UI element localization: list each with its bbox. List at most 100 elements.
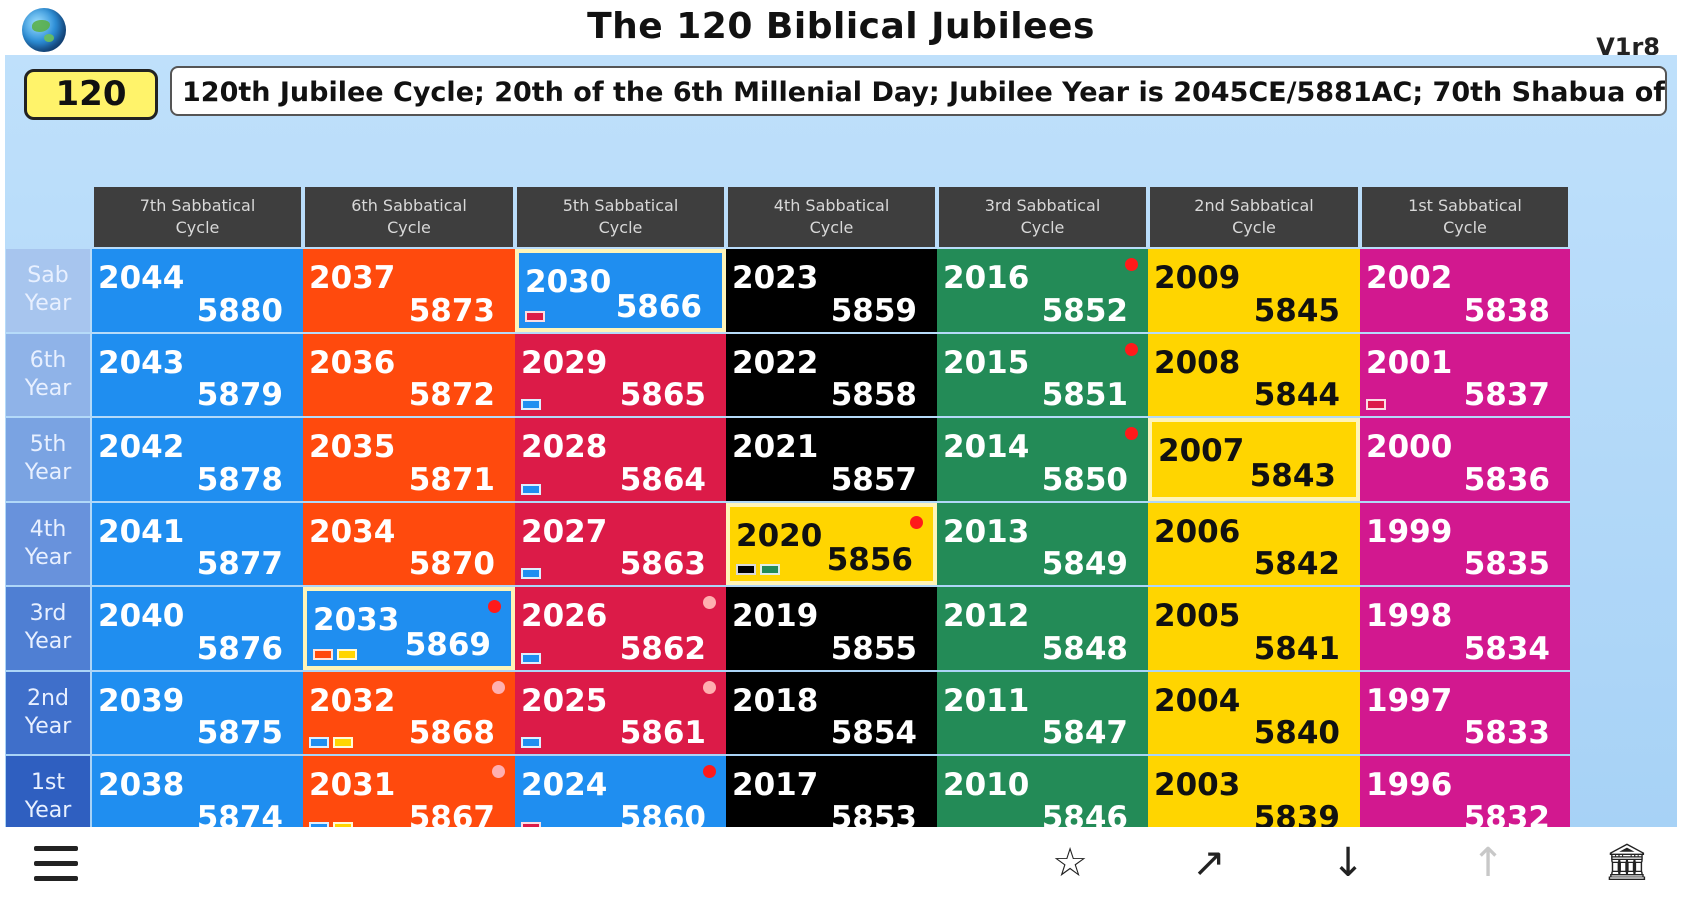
year-am: 5869: [404, 626, 491, 663]
year-ce: 1997: [1366, 682, 1453, 719]
column-header[interactable]: 7th Sabbatical Cycle: [94, 187, 301, 247]
year-cell[interactable]: 2025 5861: [515, 671, 726, 754]
year-cell[interactable]: 2007 5843: [1148, 418, 1360, 501]
row-header[interactable]: 4th Year: [6, 502, 90, 585]
arrow-down-icon[interactable]: ↓: [1331, 840, 1365, 886]
year-ce: 2011: [943, 682, 1030, 719]
hamburger-menu-icon[interactable]: [34, 844, 78, 884]
year-cell[interactable]: 2021 5857: [726, 418, 937, 501]
column-header[interactable]: 2nd Sabbatical Cycle: [1150, 187, 1358, 247]
year-cell[interactable]: 2005 5841: [1148, 587, 1360, 670]
year-ce: 1998: [1366, 598, 1453, 634]
year-cell[interactable]: 1996 5832: [1360, 756, 1570, 839]
year-cell[interactable]: 2003 5839: [1148, 756, 1360, 839]
cycle-mark-icon: [521, 399, 541, 410]
year-cell[interactable]: 2043 5879: [92, 333, 303, 416]
row-header-label: 4th: [29, 516, 67, 542]
row-header[interactable]: 5th Year: [6, 418, 90, 501]
row-header-label: Year: [24, 798, 72, 824]
year-am: 5864: [619, 461, 706, 498]
year-ce: 2028: [521, 429, 608, 465]
year-cell[interactable]: 2016 5852: [937, 249, 1148, 332]
year-cell[interactable]: 1997 5833: [1360, 671, 1570, 754]
year-cell[interactable]: 1998 5834: [1360, 587, 1570, 670]
library-icon[interactable]: 🏛: [1604, 842, 1650, 883]
year-cell[interactable]: 2015 5851: [937, 333, 1148, 416]
year-cell[interactable]: 2029 5865: [515, 333, 726, 416]
column-header[interactable]: 4th Sabbatical Cycle: [728, 187, 935, 247]
year-am: 5880: [196, 292, 283, 329]
year-cell[interactable]: 2012 5848: [937, 587, 1148, 670]
year-cell[interactable]: 2042 5878: [92, 418, 303, 501]
row-header-label: Year: [24, 460, 72, 486]
column-header[interactable]: 3rd Sabbatical Cycle: [939, 187, 1146, 247]
year-cell[interactable]: 2019 5855: [726, 587, 937, 670]
year-am: 5858: [830, 377, 917, 413]
year-am: 5873: [408, 292, 495, 329]
year-cell[interactable]: 2020 5856: [726, 502, 937, 585]
column-header-label: Cycle: [387, 218, 431, 237]
year-ce: 2019: [732, 598, 819, 634]
year-am: 5833: [1463, 715, 1550, 751]
year-cell[interactable]: 2018 5854: [726, 671, 937, 754]
year-cell[interactable]: 2023 5859: [726, 249, 937, 332]
year-cell[interactable]: 2027 5863: [515, 502, 726, 585]
year-cell[interactable]: 2017 5853: [726, 756, 937, 839]
year-cell[interactable]: 2013 5849: [937, 502, 1148, 585]
year-cell[interactable]: 2030 5866: [515, 249, 726, 332]
row-header[interactable]: Sab Year: [6, 249, 90, 332]
arrow-up-icon[interactable]: ↑: [1471, 840, 1505, 886]
globe-icon[interactable]: [22, 8, 66, 52]
year-cell[interactable]: 2022 5858: [726, 333, 937, 416]
column-header[interactable]: 5th Sabbatical Cycle: [517, 187, 724, 247]
column-header[interactable]: 6th Sabbatical Cycle: [305, 187, 513, 247]
year-am: 5843: [1249, 457, 1336, 494]
row-header[interactable]: 1st Year: [6, 756, 90, 839]
year-cell[interactable]: 2002 5838: [1360, 249, 1570, 332]
year-cell[interactable]: 2033 5869: [303, 587, 515, 670]
year-cell[interactable]: 2008 5844: [1148, 333, 1360, 416]
year-ce: 2032: [309, 682, 396, 719]
year-cell[interactable]: 2031 5867: [303, 756, 515, 839]
cycle-mark-icon: [736, 564, 756, 575]
cycle-marks: [521, 399, 541, 410]
year-cell[interactable]: 2037 5873: [303, 249, 515, 332]
column-header-label: Cycle: [1232, 218, 1276, 237]
year-ce: 2025: [521, 682, 608, 719]
year-am: 5840: [1253, 715, 1340, 751]
year-cell[interactable]: 2036 5872: [303, 333, 515, 416]
year-cell[interactable]: 2035 5871: [303, 418, 515, 501]
year-cell[interactable]: 2006 5842: [1148, 502, 1360, 585]
cycle-mark-icon: [333, 737, 353, 748]
year-am: 5876: [196, 630, 283, 667]
year-cell[interactable]: 2000 5836: [1360, 418, 1570, 501]
star-icon[interactable]: ☆: [1052, 840, 1088, 886]
row-header-label: Sab: [27, 263, 69, 289]
row-header[interactable]: 6th Year: [6, 333, 90, 416]
year-cell[interactable]: 2041 5877: [92, 502, 303, 585]
year-cell[interactable]: 2009 5845: [1148, 249, 1360, 332]
year-cell[interactable]: 2014 5850: [937, 418, 1148, 501]
year-cell[interactable]: 2026 5862: [515, 587, 726, 670]
year-cell[interactable]: 2010 5846: [937, 756, 1148, 839]
year-am: 5877: [196, 546, 283, 582]
jubilee-number-badge[interactable]: 120: [24, 69, 158, 120]
year-ce: 2030: [525, 264, 612, 300]
year-cell[interactable]: 2028 5864: [515, 418, 726, 501]
row-header[interactable]: 3rd Year: [6, 587, 90, 670]
year-cell[interactable]: 2001 5837: [1360, 333, 1570, 416]
year-cell[interactable]: 2034 5870: [303, 502, 515, 585]
year-cell[interactable]: 2004 5840: [1148, 671, 1360, 754]
year-cell[interactable]: 2032 5868: [303, 671, 515, 754]
year-cell[interactable]: 2011 5847: [937, 671, 1148, 754]
year-cell[interactable]: 2040 5876: [92, 587, 303, 670]
year-am: 5835: [1463, 546, 1550, 582]
year-cell[interactable]: 1999 5835: [1360, 502, 1570, 585]
year-cell[interactable]: 2044 5880: [92, 249, 303, 332]
year-cell[interactable]: 2039 5875: [92, 671, 303, 754]
row-header[interactable]: 2nd Year: [6, 671, 90, 754]
expand-arrow-icon[interactable]: ↗: [1192, 840, 1226, 886]
cycle-mark-icon: [525, 310, 545, 322]
year-ce: 2023: [732, 260, 819, 296]
column-header[interactable]: 1st Sabbatical Cycle: [1362, 187, 1568, 247]
